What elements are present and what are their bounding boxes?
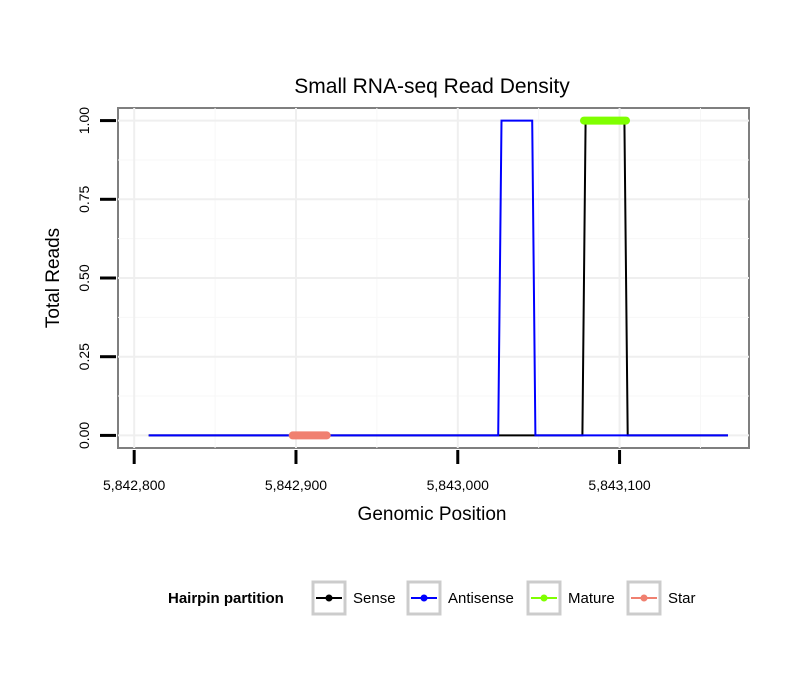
legend-key-dot-antisense — [420, 594, 428, 602]
y-tick-label: 0.00 — [76, 422, 92, 449]
y-tick-label: 0.75 — [76, 185, 92, 212]
legend-label-star: Star — [668, 590, 696, 607]
y-axis-label: Total Reads — [43, 228, 64, 328]
legend-key-dot-star — [640, 594, 648, 602]
series-line-antisense — [148, 119, 728, 437]
legend-label-antisense: Antisense — [448, 590, 514, 607]
x-tick-label: 5,843,100 — [588, 477, 650, 493]
x-tick-label: 5,842,900 — [265, 477, 327, 493]
y-tick-label: 0.25 — [76, 343, 92, 370]
series-lines — [148, 116, 728, 440]
y-tick-label: 0.50 — [76, 264, 92, 291]
legend: Hairpin partition Sense Antisense Mature St… — [168, 580, 696, 616]
legend-key-dot-mature — [540, 594, 548, 602]
x-tick-label: 5,843,000 — [427, 477, 489, 493]
legend-label-sense: Sense — [353, 590, 396, 607]
legend-label-mature: Mature — [568, 590, 615, 607]
x-axis-label: Genomic Position — [358, 504, 507, 525]
legend-key-dot-sense — [325, 594, 333, 602]
y-tick-label: 1.00 — [76, 107, 92, 134]
x-tick-label: 5,842,800 — [103, 477, 165, 493]
chart-title: Small RNA-seq Read Density — [294, 75, 570, 98]
legend-title: Hairpin partition — [168, 590, 284, 607]
axes: 5,842,800 5,842,900 5,843,000 5,843,100 0.00… — [76, 107, 651, 493]
